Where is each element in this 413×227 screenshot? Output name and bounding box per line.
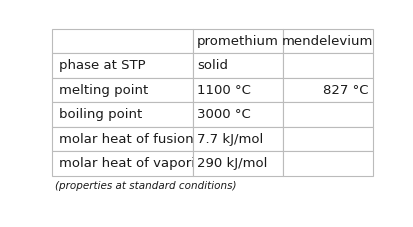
Text: (properties at standard conditions): (properties at standard conditions) [55,181,236,191]
